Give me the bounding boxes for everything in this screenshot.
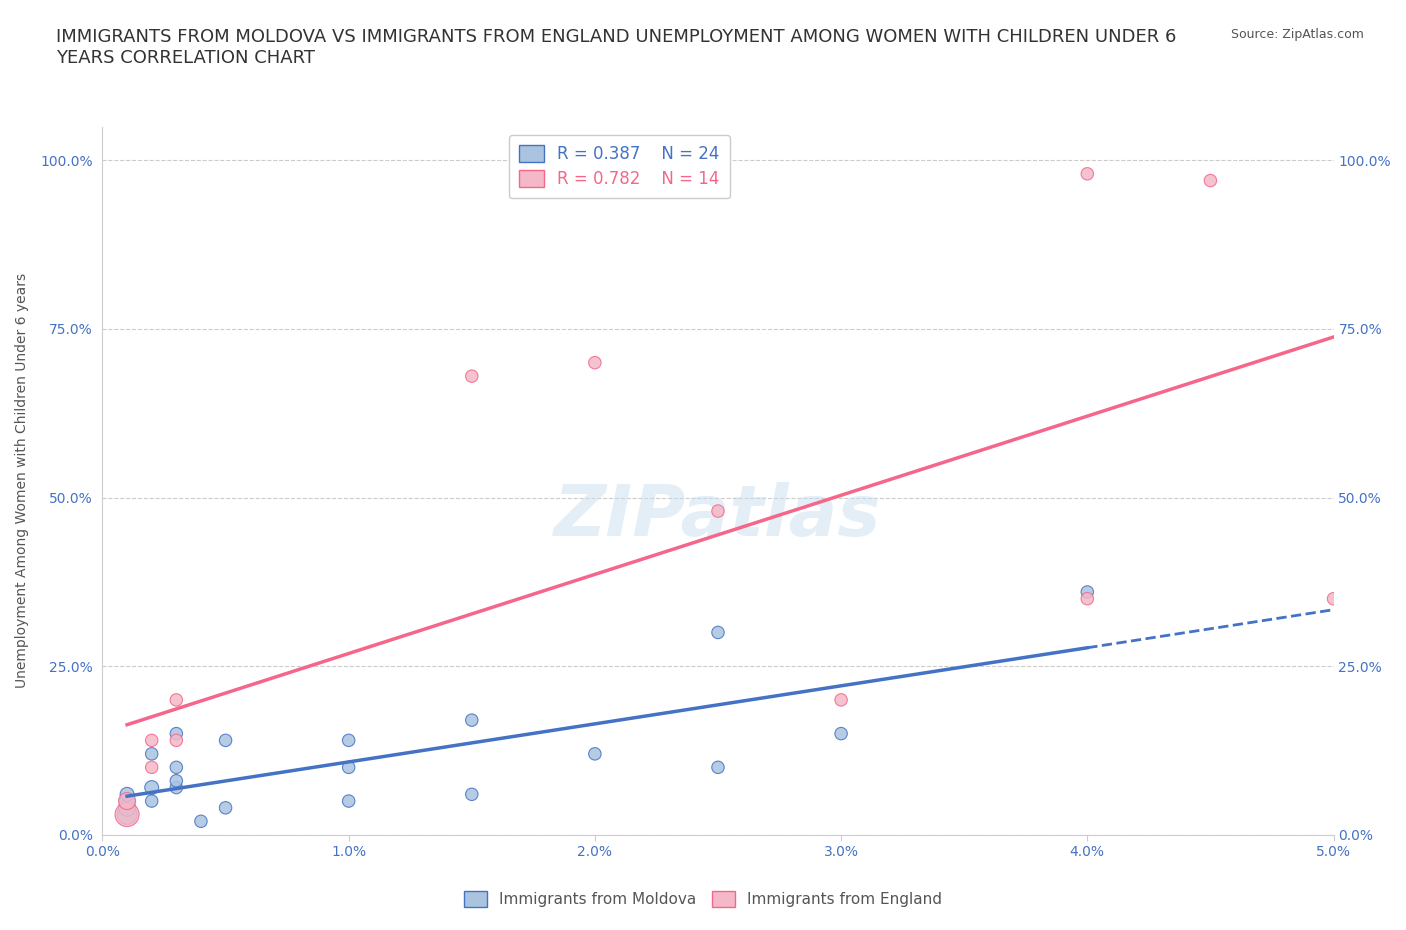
Point [1076,166,1098,181]
Point [830,726,852,741]
Point [165,726,187,741]
Point [583,355,606,370]
Point [165,774,187,789]
Point [165,760,187,775]
Point [115,801,138,816]
Point [115,793,138,808]
Point [1199,173,1222,188]
Point [214,801,236,816]
Legend: Immigrants from Moldova, Immigrants from England: Immigrants from Moldova, Immigrants from… [458,884,948,913]
Point [141,733,163,748]
Point [141,760,163,775]
Point [583,747,606,762]
Point [707,760,730,775]
Point [115,807,138,822]
Point [115,793,138,808]
Point [165,693,187,708]
Point [337,793,360,808]
Y-axis label: Unemployment Among Women with Children Under 6 years: Unemployment Among Women with Children U… [15,273,30,688]
Point [707,504,730,519]
Point [461,787,484,802]
Point [141,747,163,762]
Point [1076,585,1098,600]
Text: IMMIGRANTS FROM MOLDOVA VS IMMIGRANTS FROM ENGLAND UNEMPLOYMENT AMONG WOMEN WITH: IMMIGRANTS FROM MOLDOVA VS IMMIGRANTS FR… [56,28,1177,67]
Point [461,368,484,383]
Point [115,807,138,822]
Point [165,733,187,748]
Point [190,814,212,829]
Text: Source: ZipAtlas.com: Source: ZipAtlas.com [1230,28,1364,41]
Point [214,733,236,748]
Point [141,793,163,808]
Point [830,693,852,708]
Legend: R = 0.387    N = 24, R = 0.782    N = 14: R = 0.387 N = 24, R = 0.782 N = 14 [509,135,730,198]
Point [1322,591,1344,606]
Point [1076,591,1098,606]
Point [141,780,163,795]
Point [337,733,360,748]
Point [707,625,730,640]
Point [165,780,187,795]
Point [337,760,360,775]
Point [115,787,138,802]
Point [461,712,484,727]
Text: ZIPatlas: ZIPatlas [554,482,882,551]
